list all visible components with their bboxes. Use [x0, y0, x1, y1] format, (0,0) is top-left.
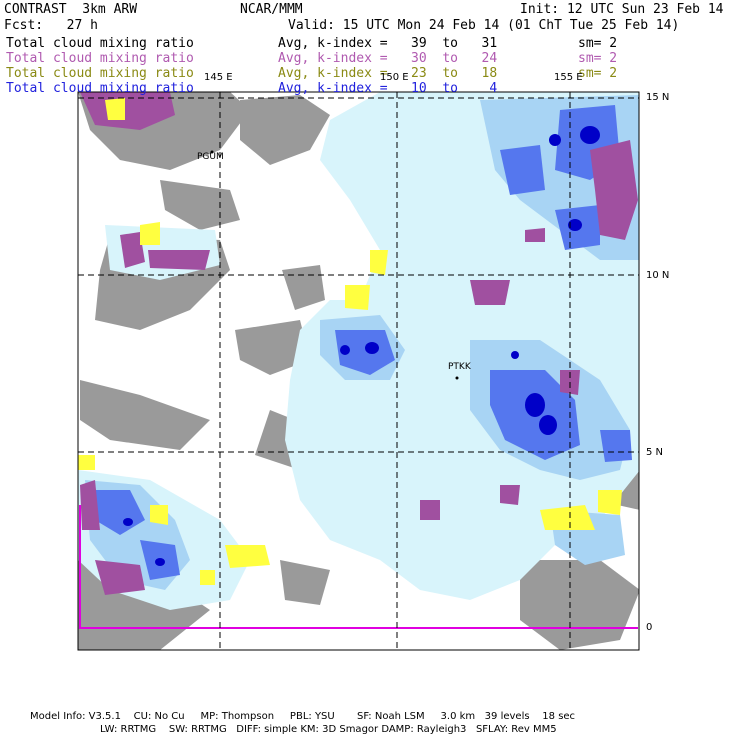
lat-label-10n: 10 N — [646, 270, 670, 281]
low-k-layer — [78, 98, 622, 585]
field-sm-2: sm= 2 — [578, 51, 618, 66]
field-range-2: Avg, k-index = 30 to 24 — [278, 51, 498, 66]
station-pgum-dot — [210, 150, 214, 154]
lat-label-0: 0 — [646, 622, 653, 633]
map-frame — [77, 91, 640, 651]
lat-label-15n: 15 N — [646, 92, 670, 103]
lon-label-155: 155 E — [554, 72, 583, 83]
high-k-layer — [80, 92, 638, 595]
station-ptkk-dot — [455, 376, 459, 380]
forecast-hour: Fcst: 27 h — [4, 18, 98, 33]
model-info-line1: Model Info: V3.5.1 CU: No Cu MP: Thompso… — [30, 711, 576, 722]
field-name-4: Total cloud mixing ratio — [6, 81, 194, 96]
lat-label-5n: 5 N — [646, 447, 664, 458]
model-title: CONTRAST 3km ARW — [4, 2, 138, 17]
station-label-ptkk: PTKK — [448, 362, 471, 372]
field-sm-3: sm= 2 — [578, 66, 618, 81]
valid-time: Valid: 15 UTC Mon 24 Feb 14 (01 ChT Tue … — [288, 18, 680, 33]
field-range-1: Avg, k-index = 39 to 31 — [278, 36, 498, 51]
field-name-3: Total cloud mixing ratio — [6, 66, 194, 81]
center-title: NCAR/MMM — [240, 2, 303, 17]
init-time: Init: 12 UTC Sun 23 Feb 14 — [520, 2, 724, 17]
lon-label-150: 150 E — [380, 72, 409, 83]
lon-label-145: 145 E — [204, 72, 233, 83]
field-range-4: Avg, k-index = 10 to 4 — [278, 81, 498, 96]
model-info-line2: LW: RRTMG SW: RRTMG DIFF: simple KM: 3D … — [100, 724, 557, 735]
lat-lon-grid — [78, 92, 639, 650]
equator-line — [79, 505, 638, 629]
field-range-3: Avg, k-index = 23 to 18 — [278, 66, 498, 81]
station-label-pgum: PGUM — [197, 152, 224, 162]
map-field — [78, 92, 639, 650]
field-name-1: Total cloud mixing ratio — [6, 36, 194, 51]
field-sm-1: sm= 2 — [578, 36, 618, 51]
field-name-2: Total cloud mixing ratio — [6, 51, 194, 66]
